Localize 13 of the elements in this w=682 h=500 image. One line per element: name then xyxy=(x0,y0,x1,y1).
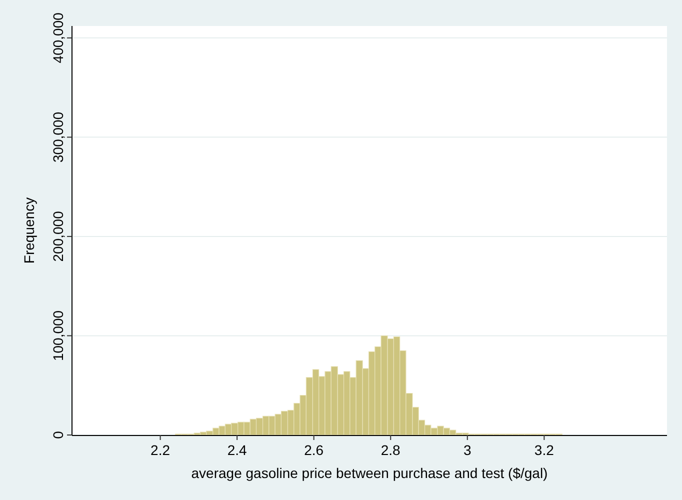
x-tick-label: 2.2 xyxy=(150,442,170,458)
x-tick-label: 3.2 xyxy=(534,442,554,458)
y-tick-label: 200,000 xyxy=(50,210,66,262)
y-axis-title: Frequency xyxy=(21,197,37,264)
y-tick-label: 0 xyxy=(50,430,66,439)
y-tick-label: 300,000 xyxy=(50,112,66,162)
y-tick-label: 100,000 xyxy=(50,310,66,362)
x-tick-label: 2.6 xyxy=(304,442,324,458)
x-tick-label: 2.8 xyxy=(380,442,401,458)
x-axis-title: average gasoline price between purchase and test ($/gal) xyxy=(191,465,548,481)
x-tick-label: 3 xyxy=(463,442,472,458)
x-tick-label: 2.4 xyxy=(227,442,248,458)
y-tick-label: 400,000 xyxy=(50,12,66,64)
